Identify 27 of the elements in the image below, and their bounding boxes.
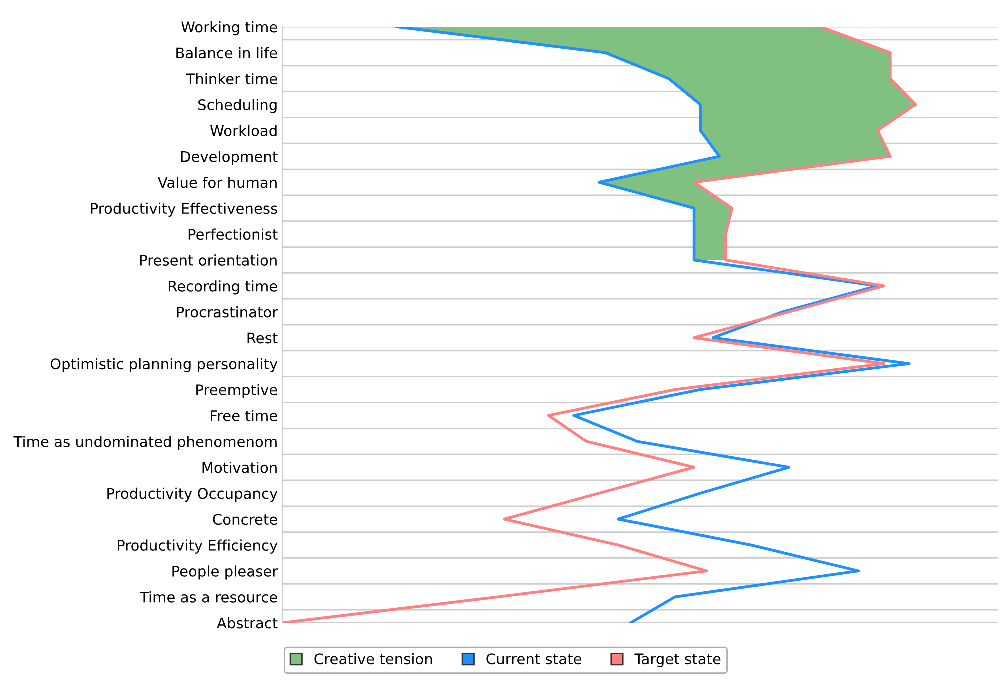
y-tick-label: Balance in life [176, 47, 278, 59]
legend-label: Current state [486, 654, 582, 665]
legend-label: Creative tension [314, 653, 432, 665]
y-tick-label: Development [181, 151, 278, 166]
y-tick-label: Thinker time [186, 73, 278, 85]
y-tick-label: Free time [211, 410, 278, 422]
y-tick-label: Procrastinator [177, 306, 278, 318]
y-tick-label: Concrete [213, 514, 278, 526]
y-tick-label: Time as a resource [140, 592, 278, 603]
y-tick-label: People pleaser [172, 566, 278, 580]
y-tick-label: Optimistic planning personality [50, 358, 278, 372]
y-tick-label: Productivity Effectiveness [91, 202, 278, 217]
y-tick-label: Present orientation [140, 254, 277, 266]
y-tick-label: Productivity Occupancy [108, 488, 278, 502]
y-tick-label: Working time [182, 21, 278, 36]
legend-label: Target state [634, 654, 721, 668]
y-tick-label: Motivation [202, 462, 277, 474]
y-tick-label: Recording time [169, 280, 278, 295]
y-tick-label: Workload [210, 125, 277, 136]
y-tick-label: Rest [248, 332, 278, 344]
y-tick-label: Scheduling [198, 99, 277, 114]
y-tick-label: Preemptive [196, 384, 278, 398]
y-tick-label: Perfectionist [188, 228, 278, 240]
y-tick-label: Productivity Efficiency [118, 540, 278, 554]
y-tick-label: Abstract [217, 617, 278, 629]
y-tick-label: Time as undominated phenomenom [14, 436, 277, 450]
y-tick-label: Value for human [158, 176, 277, 188]
